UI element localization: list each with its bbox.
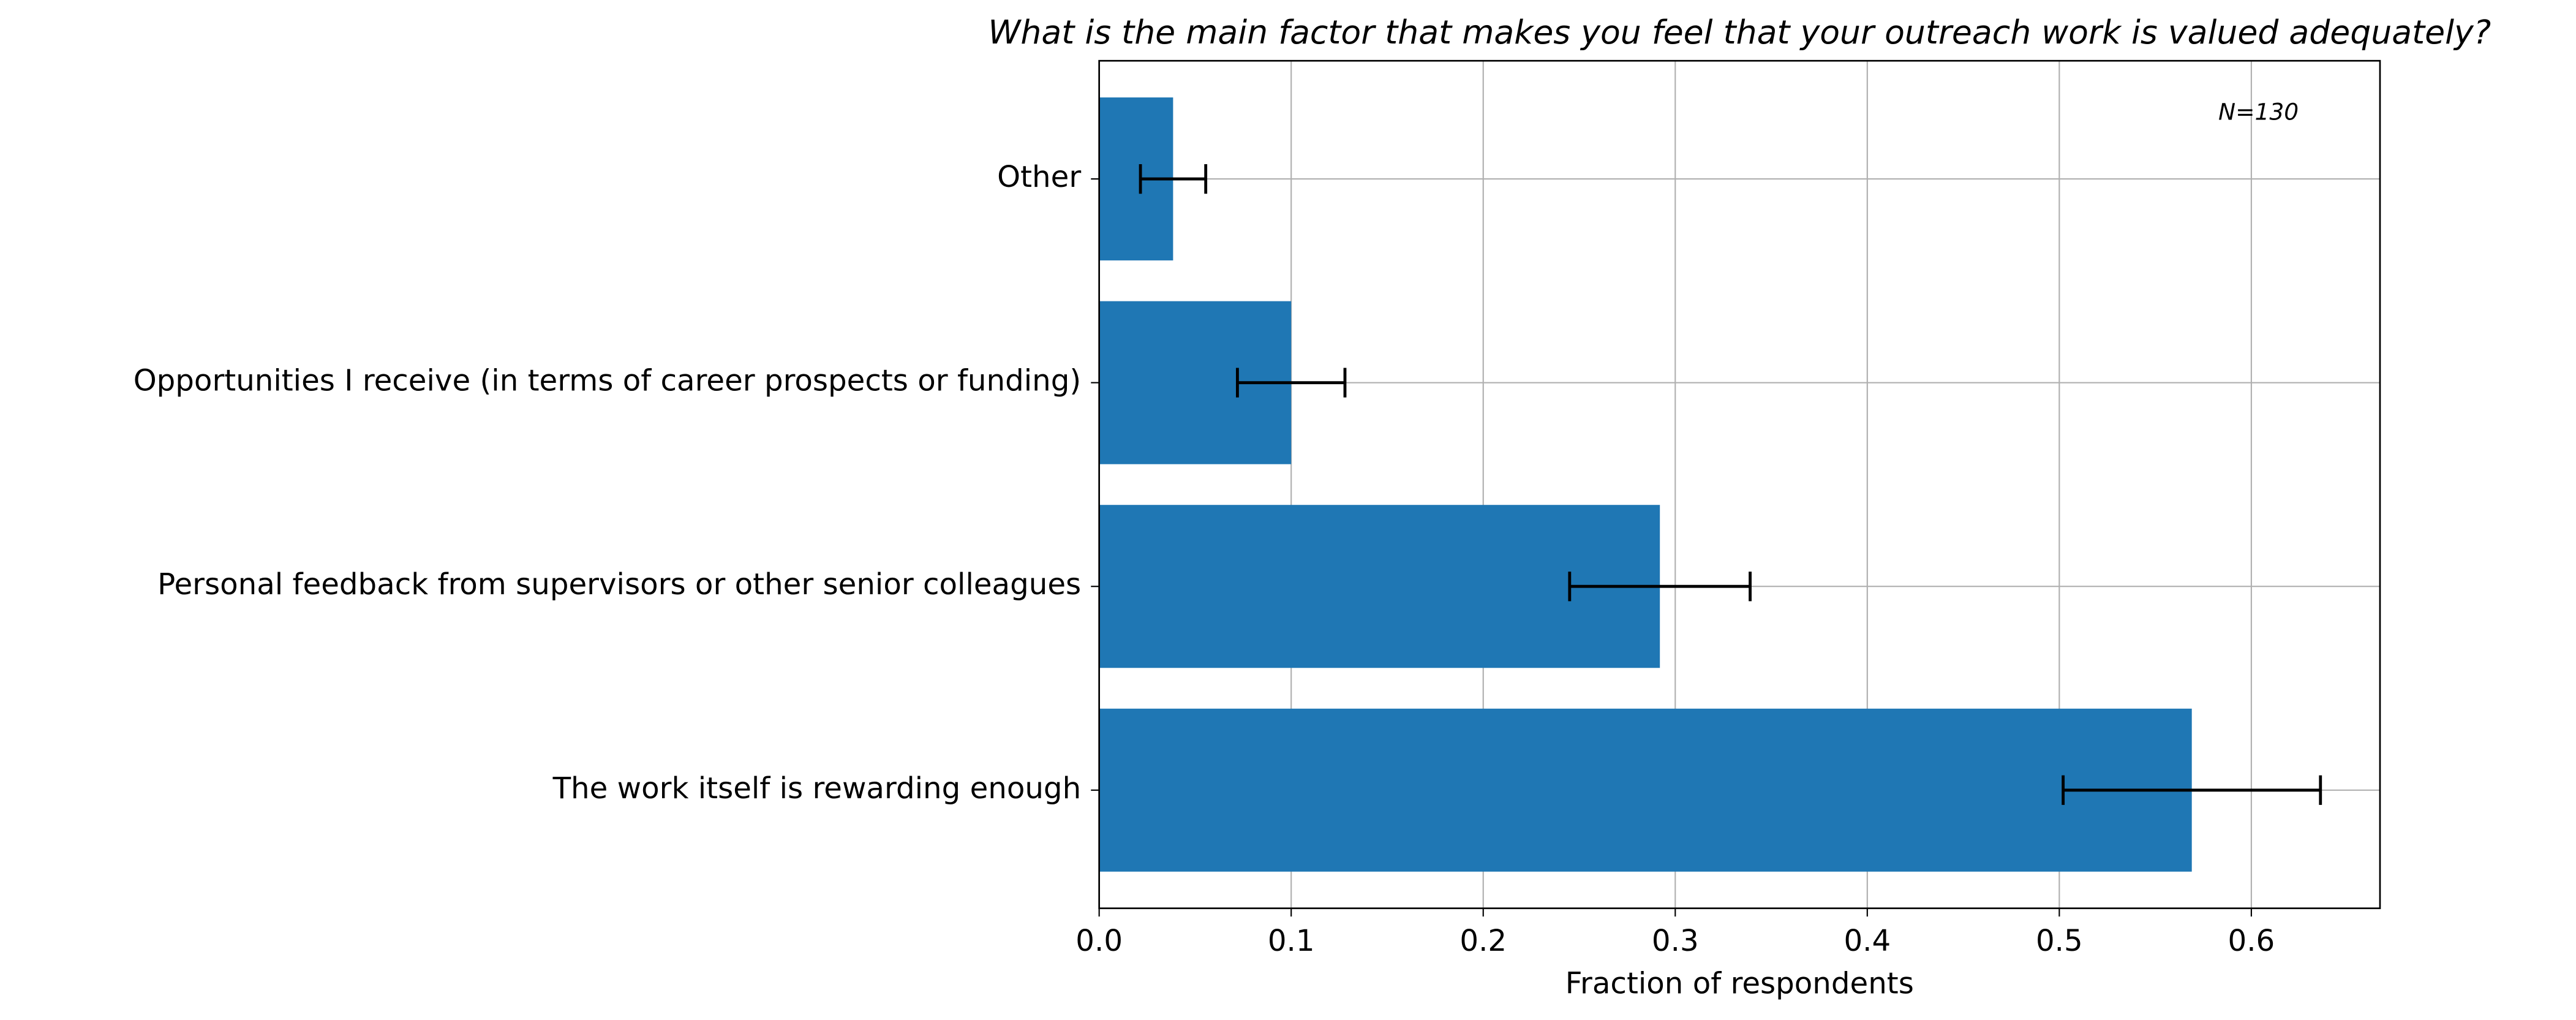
bar [1099, 505, 1660, 668]
y-tick-label: Other [997, 160, 1081, 194]
error-bar [2062, 775, 2322, 805]
error-bar [1139, 164, 1208, 194]
x-tick-label: 0.1 [1268, 924, 1315, 958]
annotation: N=130 [2218, 99, 2299, 126]
error-bar [1236, 368, 1347, 398]
y-tick-label: Opportunities I receive (in terms of car… [134, 364, 1081, 398]
x-tick-label: 0.2 [1459, 924, 1507, 958]
y-tick-label: Personal feedback from supervisors or ot… [157, 567, 1081, 602]
x-tick-label: 0.6 [2228, 924, 2275, 958]
x-tick-label: 0.5 [2036, 924, 2083, 958]
x-tick-label: 0.0 [1075, 924, 1123, 958]
error-bar [1568, 572, 1752, 602]
plot-frame [1098, 59, 2381, 910]
y-tick-label: The work itself is rewarding enough [552, 771, 1082, 806]
x-tick-label: 0.3 [1652, 924, 1699, 958]
bar [1099, 708, 2192, 872]
x-tick-label: 0.4 [1843, 924, 1891, 958]
x-axis-label: Fraction of respondents [1565, 967, 1914, 1001]
chart-title: What is the main factor that makes you f… [988, 13, 2491, 51]
